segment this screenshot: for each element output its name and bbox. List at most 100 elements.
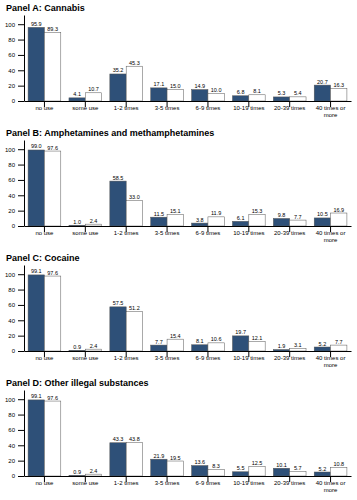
bar: [69, 475, 85, 476]
axis-line: [25, 101, 352, 102]
bar: [151, 217, 167, 226]
bar: [192, 466, 208, 476]
data-label: 99.1: [31, 393, 42, 399]
axis-line: [25, 226, 352, 227]
data-label: 14.9: [194, 83, 205, 89]
data-label: 43.8: [129, 436, 140, 442]
bar: [331, 345, 347, 351]
data-label: 33.0: [129, 194, 140, 200]
tick-label-line: 1-2 times: [114, 355, 139, 361]
bar: [208, 217, 224, 226]
data-label: 10.6: [211, 336, 222, 342]
tick-label: no use: [35, 480, 54, 486]
tick-label: 20-39 times: [274, 105, 305, 111]
y-tick: 40: [8, 68, 24, 74]
tick-label: 3-5 times: [155, 230, 180, 236]
data-label: 5.2: [319, 341, 327, 347]
tick-label-line: some use: [72, 355, 99, 361]
bar: [85, 474, 101, 476]
tick-label: no use: [35, 355, 54, 361]
tick-label: 3-5 times: [155, 480, 180, 486]
bar: [290, 472, 306, 476]
data-label: 15.0: [170, 83, 181, 89]
data-label: 7.7: [294, 214, 302, 220]
bar: [28, 400, 44, 476]
y-axis: 020406080100: [5, 266, 25, 355]
tick-mark: [18, 415, 24, 416]
x-tick: 40 times ormore: [316, 476, 346, 493]
bar: [331, 468, 347, 476]
bar: [290, 220, 306, 226]
y-tick: 60: [8, 427, 24, 433]
data-label: 97.6: [47, 395, 58, 401]
bar-series: [28, 27, 330, 101]
y-tick: 20: [8, 333, 24, 339]
x-axis: no usesome use1-2 times3-5 times6-9 time…: [25, 101, 352, 118]
tick-mark: [18, 55, 24, 56]
x-tick: no use: [35, 351, 54, 361]
y-axis: 020406080100: [5, 16, 25, 105]
bar: [208, 343, 224, 351]
data-label: 16.3: [333, 82, 344, 88]
tick-label-line: 40 times or: [316, 230, 346, 236]
tick-mark: [18, 290, 24, 291]
tick-label-line: 1-2 times: [114, 230, 139, 236]
tick-label-line: more: [324, 362, 338, 368]
tick-label: some use: [72, 105, 99, 111]
tick-label: 6-9 times: [196, 480, 221, 486]
data-label: 57.5: [113, 300, 124, 306]
bar-series: [28, 400, 330, 476]
tick-label: 10-19 times: [233, 480, 264, 486]
tick-label: 40: [8, 193, 15, 199]
tick-mark: [18, 86, 24, 87]
x-tick: some use: [72, 226, 99, 236]
data-label: 10.8: [333, 461, 344, 467]
tick-mark: [18, 180, 24, 181]
x-tick: 6-9 times: [196, 101, 221, 111]
tick-label: 10-19 times: [233, 355, 264, 361]
tick-mark: [18, 211, 24, 212]
data-labels: 95.94.135.217.114.96.85.320.789.310.745.…: [31, 21, 344, 97]
x-tick: 20-39 times: [274, 476, 305, 486]
bar: [273, 218, 289, 226]
data-label: 0.9: [73, 469, 81, 475]
chart-root: Panel A: Cannabis 020406080100 no use some …: [0, 0, 357, 500]
tick-label-line: 20-39 times: [274, 355, 305, 361]
bar: [232, 96, 248, 101]
bar: [44, 151, 60, 226]
tick-label-line: 6-9 times: [196, 105, 221, 111]
data-label: 19.7: [235, 329, 246, 335]
bar: [69, 98, 85, 101]
data-label: 15.3: [252, 208, 263, 214]
x-tick: 3-5 times: [155, 226, 180, 236]
x-tick: 3-5 times: [155, 351, 180, 361]
tick-label: 60: [8, 427, 15, 433]
tick-label: 20: [8, 208, 15, 214]
panel-title: Panel A: Cannabis: [6, 3, 85, 13]
tick-label-line: some use: [72, 480, 99, 486]
data-label: 5.7: [294, 465, 302, 471]
data-label: 10.0: [211, 87, 222, 93]
tick-label-line: 3-5 times: [155, 105, 180, 111]
tick-label: 40 times ormore: [316, 480, 346, 493]
x-tick: 10-19 times: [233, 476, 264, 486]
tick-mark: [18, 40, 24, 41]
x-tick: no use: [35, 101, 54, 111]
data-label: 9.8: [278, 212, 286, 218]
data-label: 15.4: [170, 333, 181, 339]
data-label: 5.5: [237, 465, 245, 471]
tick-mark: [18, 430, 24, 431]
tick-label-line: 40 times or: [316, 105, 346, 111]
data-label: 6.8: [237, 89, 245, 95]
panel-title: Panel B: Amphetamines and methamphetamin…: [6, 128, 214, 138]
tick-label-line: 20-39 times: [274, 480, 305, 486]
bar: [331, 88, 347, 101]
tick-mark: [18, 305, 24, 306]
data-label: 3.8: [196, 217, 204, 223]
tick-mark: [18, 24, 24, 25]
bar: [85, 93, 101, 101]
plot-area: 020406080100no usesome use1-2 times3-5 t…: [5, 391, 352, 493]
data-label: 16.9: [333, 207, 344, 213]
data-label: 2.4: [90, 218, 98, 224]
axis-line: [25, 351, 352, 352]
